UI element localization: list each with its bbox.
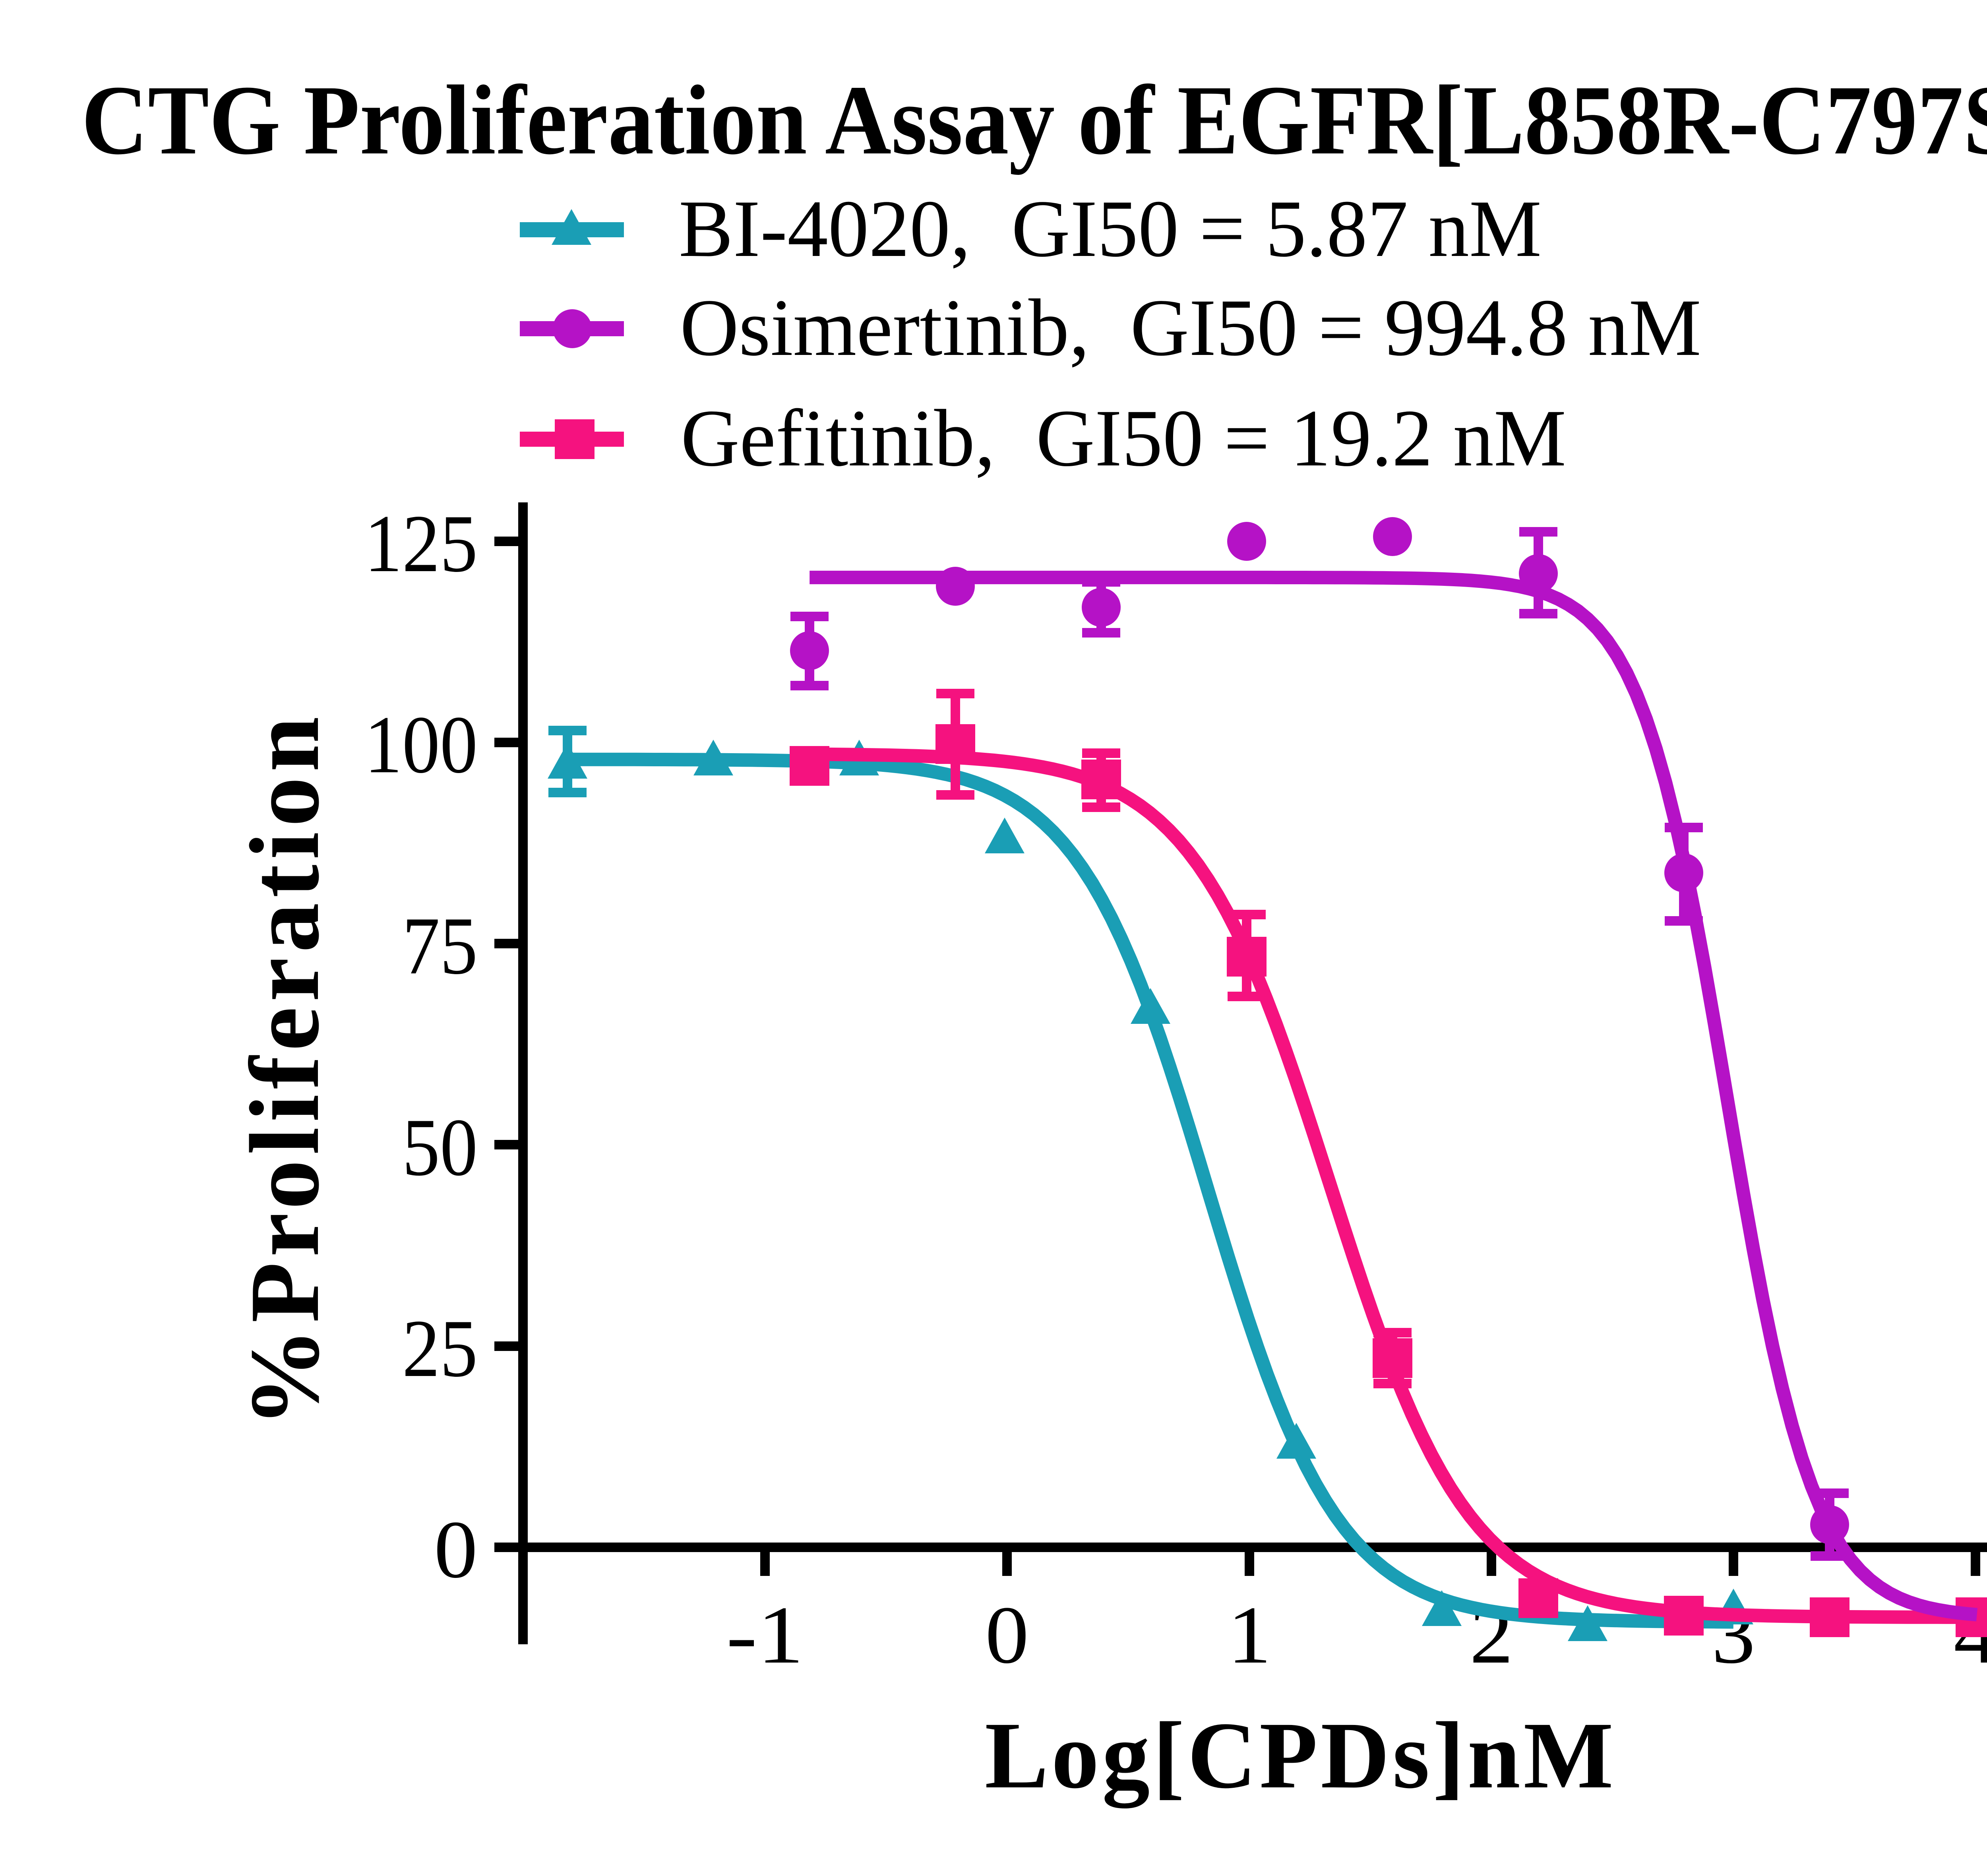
svg-text:100: 100 xyxy=(364,699,478,790)
svg-text:-1: -1 xyxy=(726,1589,804,1680)
svg-text:%Proliferation: %Proliferation xyxy=(230,717,340,1427)
svg-text:CTG Proliferation Assay of EGF: CTG Proliferation Assay of EGFR[L858R-C7… xyxy=(81,65,1987,175)
svg-text:50: 50 xyxy=(402,1102,478,1193)
svg-text:0: 0 xyxy=(985,1589,1029,1680)
svg-text:25: 25 xyxy=(402,1303,478,1394)
svg-text:1: 1 xyxy=(1228,1589,1271,1680)
svg-text:75: 75 xyxy=(402,900,478,991)
svg-text:Osimertinib, GI50 = 994.8 nM: Osimertinib, GI50 = 994.8 nM xyxy=(680,283,1701,373)
svg-text:125: 125 xyxy=(364,498,478,589)
svg-text:Log[CPDs]nM: Log[CPDs]nM xyxy=(985,1702,1613,1808)
svg-text:Gefitinib, GI50 = 19.2 nM: Gefitinib, GI50 = 19.2 nM xyxy=(681,393,1566,483)
svg-text:BI-4020, GI50 = 5.87 nM: BI-4020, GI50 = 5.87 nM xyxy=(679,184,1542,274)
svg-text:0: 0 xyxy=(434,1504,478,1595)
